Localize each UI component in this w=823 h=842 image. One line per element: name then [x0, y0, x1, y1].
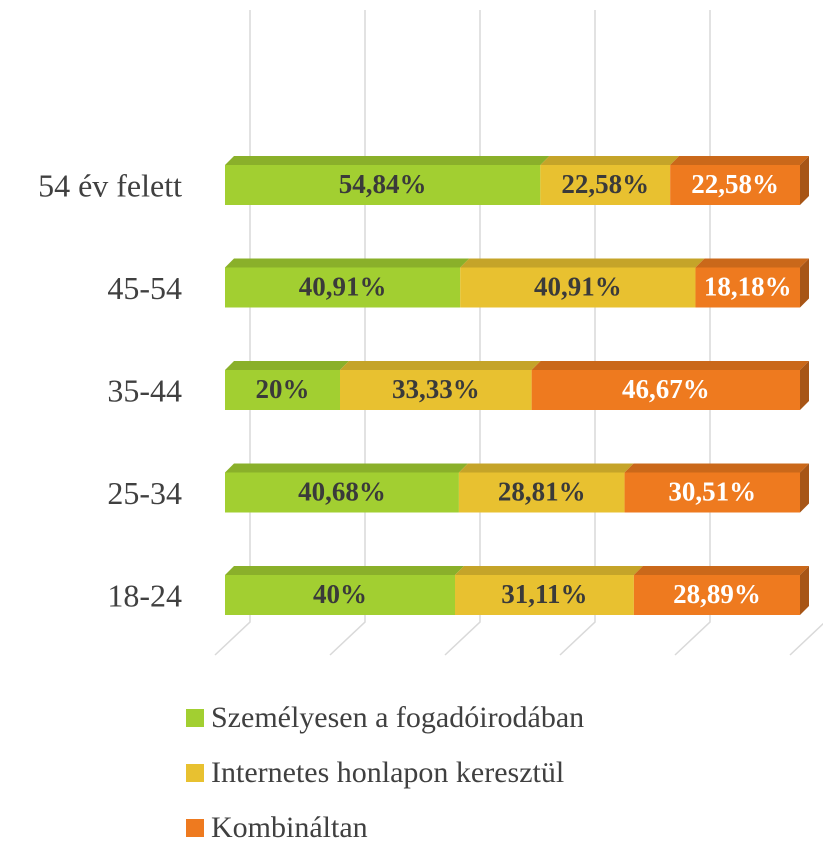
value-label: 40,91% — [534, 272, 622, 302]
category-label: 18-24 — [107, 577, 182, 613]
legend-label: Személyesen a fogadóirodában — [211, 701, 584, 734]
grid-line — [559, 10, 596, 656]
legend-label: Kombináltan — [211, 811, 368, 842]
category-label: 45-54 — [107, 270, 182, 306]
bar-top — [225, 566, 464, 575]
bar-top — [340, 361, 541, 370]
bar — [225, 370, 340, 410]
category-label: 25-34 — [107, 475, 182, 511]
value-label: 30,51% — [668, 477, 756, 507]
bar — [540, 165, 671, 205]
bar-top — [225, 156, 550, 165]
value-label: 18,18% — [704, 272, 792, 302]
bar-top — [531, 361, 809, 370]
bar-top — [695, 258, 809, 268]
bar-top — [458, 463, 634, 473]
bar — [455, 575, 634, 615]
bar-top — [460, 258, 705, 268]
value-label: 33,33% — [392, 374, 480, 404]
bar-side — [800, 566, 809, 615]
value-label: 28,81% — [498, 477, 586, 507]
value-label: 22,58% — [691, 169, 779, 199]
bar-side — [800, 156, 809, 205]
bar-top — [225, 258, 470, 268]
bar-top — [225, 463, 468, 473]
grid-line — [214, 10, 251, 656]
bar — [225, 575, 455, 615]
bar-top — [540, 156, 680, 165]
bar — [633, 575, 800, 615]
bar-top — [225, 361, 349, 370]
grid-line — [329, 10, 366, 656]
value-label: 31,11% — [501, 579, 587, 609]
legend-swatch — [186, 764, 204, 782]
value-label: 20% — [256, 374, 310, 404]
grid-line — [789, 622, 823, 656]
bar-top — [624, 463, 809, 473]
legend-swatch — [186, 709, 204, 727]
category-label: 35-44 — [107, 372, 182, 408]
category-label: 54 év felett — [38, 167, 182, 203]
grid-line — [674, 10, 711, 656]
bar-side — [800, 361, 809, 410]
grid-line — [444, 10, 481, 656]
bar — [670, 165, 800, 205]
value-label: 40,68% — [298, 477, 386, 507]
bar — [225, 472, 459, 513]
bar — [695, 267, 800, 308]
bar-top — [633, 566, 809, 575]
legend-swatch — [186, 819, 204, 837]
value-label: 28,89% — [673, 579, 761, 609]
value-label: 22,58% — [561, 169, 649, 199]
legend-label: Internetes honlapon keresztül — [211, 756, 564, 789]
value-label: 46,67% — [622, 374, 710, 404]
bar-side — [800, 463, 809, 513]
bar — [225, 267, 461, 308]
value-label: 40% — [313, 579, 367, 609]
bar — [458, 472, 625, 513]
value-label: 40,91% — [299, 272, 387, 302]
bar — [624, 472, 800, 513]
bar-side — [800, 258, 809, 308]
value-label: 54,84% — [339, 169, 427, 199]
bar-top — [455, 566, 643, 575]
bar — [225, 165, 541, 205]
bar — [460, 267, 696, 308]
bar — [340, 370, 532, 410]
bar — [531, 370, 800, 410]
bar-top — [670, 156, 809, 165]
